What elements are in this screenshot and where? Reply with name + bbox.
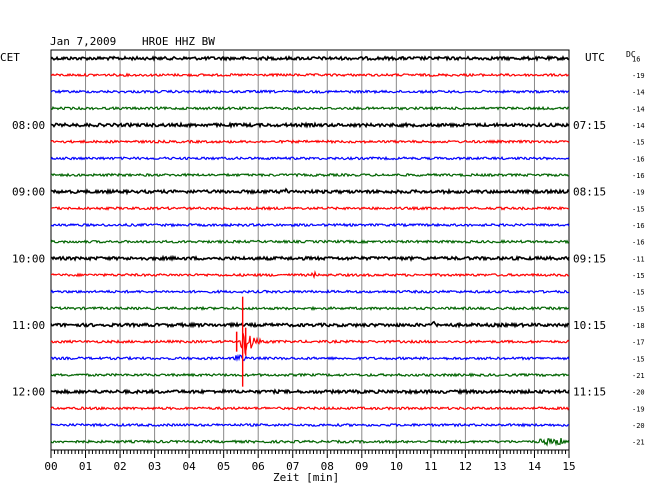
dc-offset-value: -21 (632, 439, 645, 447)
dc-offset-value: -17 (632, 339, 645, 347)
trace-row-7 (50, 172, 570, 178)
trace-row-3 (50, 105, 570, 111)
dc-offset-value: -15 (632, 289, 645, 297)
dc-offset-value: -15 (632, 272, 645, 280)
dc-offset-value: 16 (632, 55, 640, 63)
left-time-label: 11:00 (12, 319, 45, 332)
x-axis-label: Zeit [min] (273, 471, 340, 484)
trace-row-9 (50, 205, 569, 211)
x-tick-label: 07 (286, 460, 299, 473)
x-tick-label: 14 (528, 460, 542, 473)
dc-offset-value: -18 (632, 322, 645, 330)
trace-row-13 (51, 269, 570, 280)
trace-row-17 (50, 332, 570, 355)
trace-row-0 (50, 55, 570, 62)
left-time-label: 08:00 (12, 119, 45, 132)
dc-offset-value: -15 (632, 205, 645, 213)
dc-offset-value: -14 (632, 89, 645, 97)
x-tick-label: 03 (148, 460, 161, 473)
right-timezone: UTC (585, 51, 605, 64)
x-tick-label: 06 (252, 460, 265, 473)
chart-date: Jan 7,2009 (50, 35, 117, 48)
trace-row-21 (50, 405, 570, 411)
trace-row-11 (50, 239, 570, 245)
dc-offset-value: -19 (632, 405, 645, 413)
trace-row-16 (50, 320, 570, 329)
trace-row-2 (50, 89, 570, 95)
dc-offset-value: -21 (632, 372, 645, 380)
chart-station: HROE HHZ BW (142, 35, 215, 48)
x-tick-label: 08 (321, 460, 334, 473)
dc-offset-value: -16 (632, 155, 645, 163)
x-tick-label: 12 (459, 460, 472, 473)
dc-offset-value: -15 (632, 139, 645, 147)
x-tick-label: 05 (217, 460, 230, 473)
dc-offset-value: -20 (632, 422, 645, 430)
dc-offset-value: -15 (632, 355, 645, 363)
left-timezone: CET (0, 51, 20, 64)
trace-row-20 (50, 387, 570, 396)
dc-offset-value: -16 (632, 239, 645, 247)
trace-row-1 (50, 72, 570, 78)
left-time-label: 10:00 (12, 252, 45, 265)
trace-row-15 (50, 305, 570, 311)
trace-row-14 (50, 289, 570, 295)
dc-offset-value: -14 (632, 105, 645, 113)
dc-offset-value: -19 (632, 189, 645, 197)
left-time-label: 12:00 (12, 386, 45, 399)
trace-row-19 (50, 372, 570, 378)
trace-row-23 (50, 437, 570, 447)
right-time-label: 07:15 (573, 119, 606, 132)
trace-row-4 (50, 121, 570, 129)
dc-offset-value: -16 (632, 222, 645, 230)
left-time-label: 09:00 (12, 186, 45, 199)
right-time-label: 09:15 (573, 252, 606, 265)
trace-row-18 (50, 353, 570, 362)
x-tick-label: 02 (113, 460, 126, 473)
dc-offset-value: -11 (632, 255, 645, 263)
right-time-label: 10:15 (573, 319, 606, 332)
x-tick-label: 15 (562, 460, 575, 473)
trace-row-5 (50, 139, 570, 145)
dc-offset-value: -14 (632, 122, 645, 130)
x-tick-label: 11 (424, 460, 437, 473)
trace-row-22 (50, 422, 570, 428)
x-tick-label: 04 (183, 460, 197, 473)
dc-offset-value: -19 (632, 72, 645, 80)
dc-offset-value: -16 (632, 172, 645, 180)
x-tick-label: 00 (44, 460, 57, 473)
x-tick-label: 09 (355, 460, 368, 473)
dc-offset-value: -15 (632, 305, 645, 313)
trace-row-6 (50, 155, 570, 161)
x-tick-label: 01 (79, 460, 92, 473)
dc-offset-value: -20 (632, 389, 645, 397)
dc-header-label: DC (626, 50, 636, 59)
x-tick-label: 10 (390, 460, 403, 473)
trace-row-8 (50, 187, 570, 196)
x-tick-label: 13 (493, 460, 506, 473)
trace-row-10 (50, 222, 570, 228)
right-time-label: 08:15 (573, 186, 606, 199)
right-time-label: 11:15 (573, 386, 606, 399)
trace-row-12 (50, 254, 570, 262)
